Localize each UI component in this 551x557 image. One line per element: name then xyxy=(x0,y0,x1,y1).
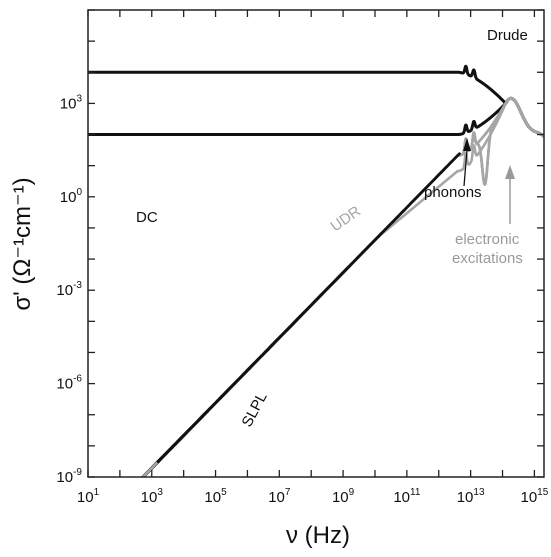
x-axis-title: ν (Hz) xyxy=(286,522,350,549)
electronic-label-line2: excitations xyxy=(452,250,523,267)
phonons-label: phonons xyxy=(424,184,482,201)
y-tick-label: 10-9 xyxy=(56,467,82,486)
annotation-layer: Drude phonons DC UDR SLPL electronic exc… xyxy=(136,27,528,430)
dc-label: DC xyxy=(136,209,158,226)
y-tick-label: 10-6 xyxy=(56,374,82,393)
x-tick-label: 109 xyxy=(332,487,355,506)
phonons-arrow xyxy=(463,149,468,187)
phonons-arrow-head xyxy=(463,138,471,151)
drude-label: Drude xyxy=(487,27,528,44)
series-udr-6 xyxy=(173,97,544,446)
series-layer xyxy=(88,64,544,477)
y-tick-label: 103 xyxy=(60,93,83,112)
y-tick-label: 100 xyxy=(60,187,83,206)
x-tick-label: 1011 xyxy=(393,487,421,506)
x-tick-label: 103 xyxy=(141,487,164,506)
y-tick-label: 10-3 xyxy=(56,280,82,299)
axes-layer xyxy=(87,9,545,478)
y-axis-title: σ' (Ω⁻¹cm⁻¹) xyxy=(9,177,36,310)
x-tick-label: 105 xyxy=(204,487,227,506)
udr-label: UDR xyxy=(328,203,365,236)
slpl-label: SLPL xyxy=(239,389,271,429)
slpl-line xyxy=(156,152,461,463)
electronic-arrow-head xyxy=(505,165,515,179)
x-tick-label: 107 xyxy=(268,487,291,506)
plot-frame xyxy=(87,9,545,478)
ticks-layer: 101 103 105 107 109 1011 1013 1015 10-9 10-6 10-3 1… xyxy=(56,9,549,506)
x-tick-label: 1013 xyxy=(457,487,485,506)
x-tick-label: 101 xyxy=(77,487,100,506)
x-tick-label: 1015 xyxy=(520,487,548,506)
series-line-0 xyxy=(88,64,544,139)
series-line-1 xyxy=(88,96,544,139)
electronic-label-line1: electronic xyxy=(455,231,520,248)
